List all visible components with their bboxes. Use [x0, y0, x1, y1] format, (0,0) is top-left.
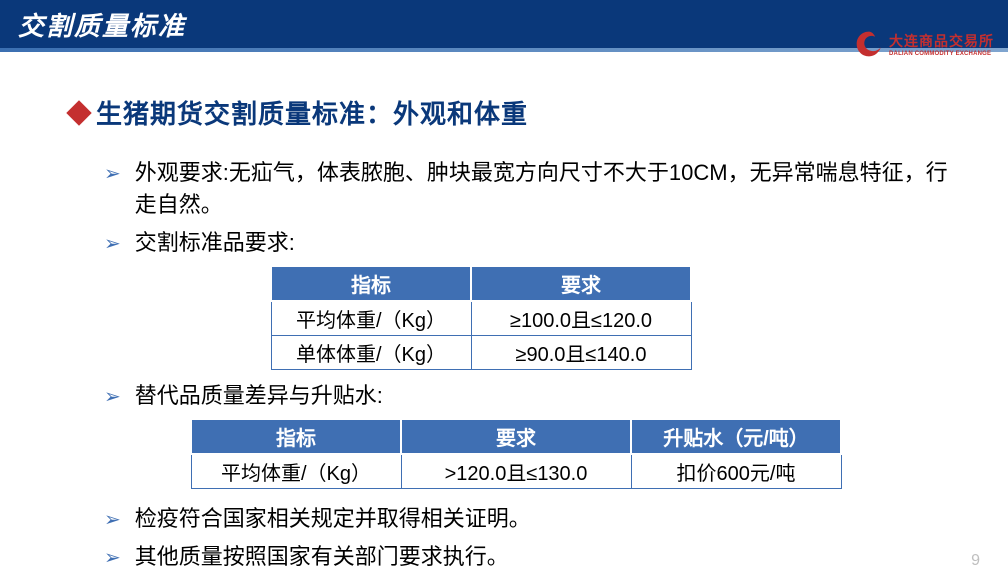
bullet-text: 交割标准品要求:	[135, 227, 295, 259]
table-header: 升贴水（元/吨）	[631, 419, 841, 454]
table-cell: 平均体重/（Kg）	[271, 301, 471, 336]
table-header: 指标	[271, 266, 471, 301]
table-cell: ≥90.0且≤140.0	[471, 336, 691, 370]
diamond-icon	[66, 100, 91, 125]
table-cell: 平均体重/（Kg）	[191, 454, 401, 489]
bullet-text: 检疫符合国家相关规定并取得相关证明。	[135, 503, 531, 535]
table-cell: 扣价600元/吨	[631, 454, 841, 489]
heading-text: 生猪期货交割质量标准：外观和体重	[96, 94, 528, 131]
bullet-item: ➢ 交割标准品要求:	[104, 227, 972, 259]
bullet-text: 替代品质量差异与升贴水:	[135, 380, 383, 412]
arrow-icon: ➢	[104, 161, 121, 186]
table-cell: >120.0且≤130.0	[401, 454, 631, 489]
bullet-text: 外观要求:无疝气，体表脓胞、肿块最宽方向尺寸不大于10CM，无异常喘息特征，行走…	[135, 157, 955, 221]
arrow-icon: ➢	[104, 231, 121, 256]
table-row: 平均体重/（Kg） ≥100.0且≤120.0	[271, 301, 691, 336]
table-header: 要求	[401, 419, 631, 454]
bullet-text: 其他质量按照国家有关部门要求执行。	[135, 541, 509, 573]
logo: 大连商品交易所 DALIAN COMMODITY EXCHANGE	[855, 30, 994, 58]
content-area: 生猪期货交割质量标准：外观和体重 ➢ 外观要求:无疝气，体表脓胞、肿块最宽方向尺…	[0, 74, 1008, 579]
logo-text-en: DALIAN COMMODITY EXCHANGE	[889, 51, 994, 57]
table-cell: ≥100.0且≤120.0	[471, 301, 691, 336]
table-header-row: 指标 要求	[271, 266, 691, 301]
bullet-item: ➢ 替代品质量差异与升贴水:	[104, 380, 972, 412]
table-header: 要求	[471, 266, 691, 301]
logo-text: 大连商品交易所 DALIAN COMMODITY EXCHANGE	[889, 31, 994, 57]
alternative-table: 指标 要求 升贴水（元/吨） 平均体重/（Kg） >120.0且≤130.0 扣…	[190, 418, 842, 489]
arrow-icon: ➢	[104, 507, 121, 532]
page-number: 9	[971, 552, 980, 570]
logo-swirl-icon	[855, 30, 883, 58]
logo-text-cn: 大连商品交易所	[889, 33, 994, 49]
table-row: 单体体重/（Kg） ≥90.0且≤140.0	[271, 336, 691, 370]
arrow-icon: ➢	[104, 545, 121, 570]
table-header: 指标	[191, 419, 401, 454]
section-heading: 生猪期货交割质量标准：外观和体重	[70, 94, 972, 131]
page-title: 交割质量标准	[18, 6, 186, 43]
bullet-item: ➢ 检疫符合国家相关规定并取得相关证明。	[104, 503, 972, 535]
bullet-item: ➢ 外观要求:无疝气，体表脓胞、肿块最宽方向尺寸不大于10CM，无异常喘息特征，…	[104, 157, 972, 221]
arrow-icon: ➢	[104, 384, 121, 409]
table-header-row: 指标 要求 升贴水（元/吨）	[191, 419, 841, 454]
table-row: 平均体重/（Kg） >120.0且≤130.0 扣价600元/吨	[191, 454, 841, 489]
bullet-item: ➢ 其他质量按照国家有关部门要求执行。	[104, 541, 972, 573]
table-cell: 单体体重/（Kg）	[271, 336, 471, 370]
standard-table: 指标 要求 平均体重/（Kg） ≥100.0且≤120.0 单体体重/（Kg） …	[270, 265, 692, 370]
